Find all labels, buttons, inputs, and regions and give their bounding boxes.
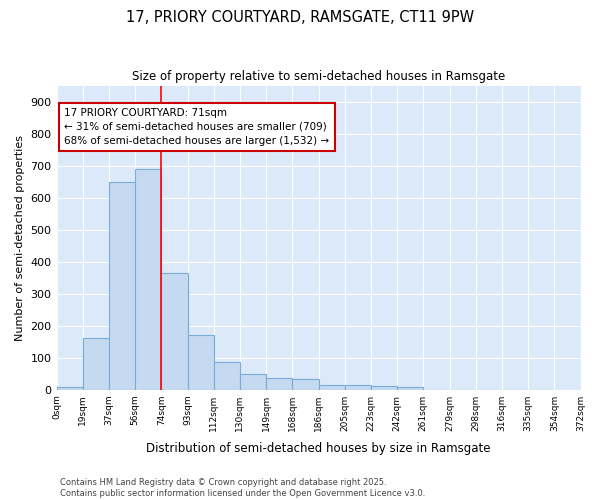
Bar <box>397 388 424 390</box>
Bar <box>135 169 161 390</box>
Bar <box>214 362 240 390</box>
Bar <box>109 182 135 390</box>
Bar <box>371 386 397 390</box>
Text: Contains HM Land Registry data © Crown copyright and database right 2025.
Contai: Contains HM Land Registry data © Crown c… <box>60 478 425 498</box>
Bar <box>161 273 188 390</box>
X-axis label: Distribution of semi-detached houses by size in Ramsgate: Distribution of semi-detached houses by … <box>146 442 491 455</box>
Bar <box>240 374 266 390</box>
Bar <box>83 338 109 390</box>
Bar <box>56 387 83 390</box>
Bar <box>345 386 371 390</box>
Text: 17, PRIORY COURTYARD, RAMSGATE, CT11 9PW: 17, PRIORY COURTYARD, RAMSGATE, CT11 9PW <box>126 10 474 25</box>
Bar <box>319 385 345 390</box>
Bar <box>266 378 292 390</box>
Bar <box>188 335 214 390</box>
Title: Size of property relative to semi-detached houses in Ramsgate: Size of property relative to semi-detach… <box>132 70 505 83</box>
Y-axis label: Number of semi-detached properties: Number of semi-detached properties <box>15 134 25 340</box>
Text: 17 PRIORY COURTYARD: 71sqm
← 31% of semi-detached houses are smaller (709)
68% o: 17 PRIORY COURTYARD: 71sqm ← 31% of semi… <box>64 108 329 146</box>
Bar <box>292 380 319 390</box>
